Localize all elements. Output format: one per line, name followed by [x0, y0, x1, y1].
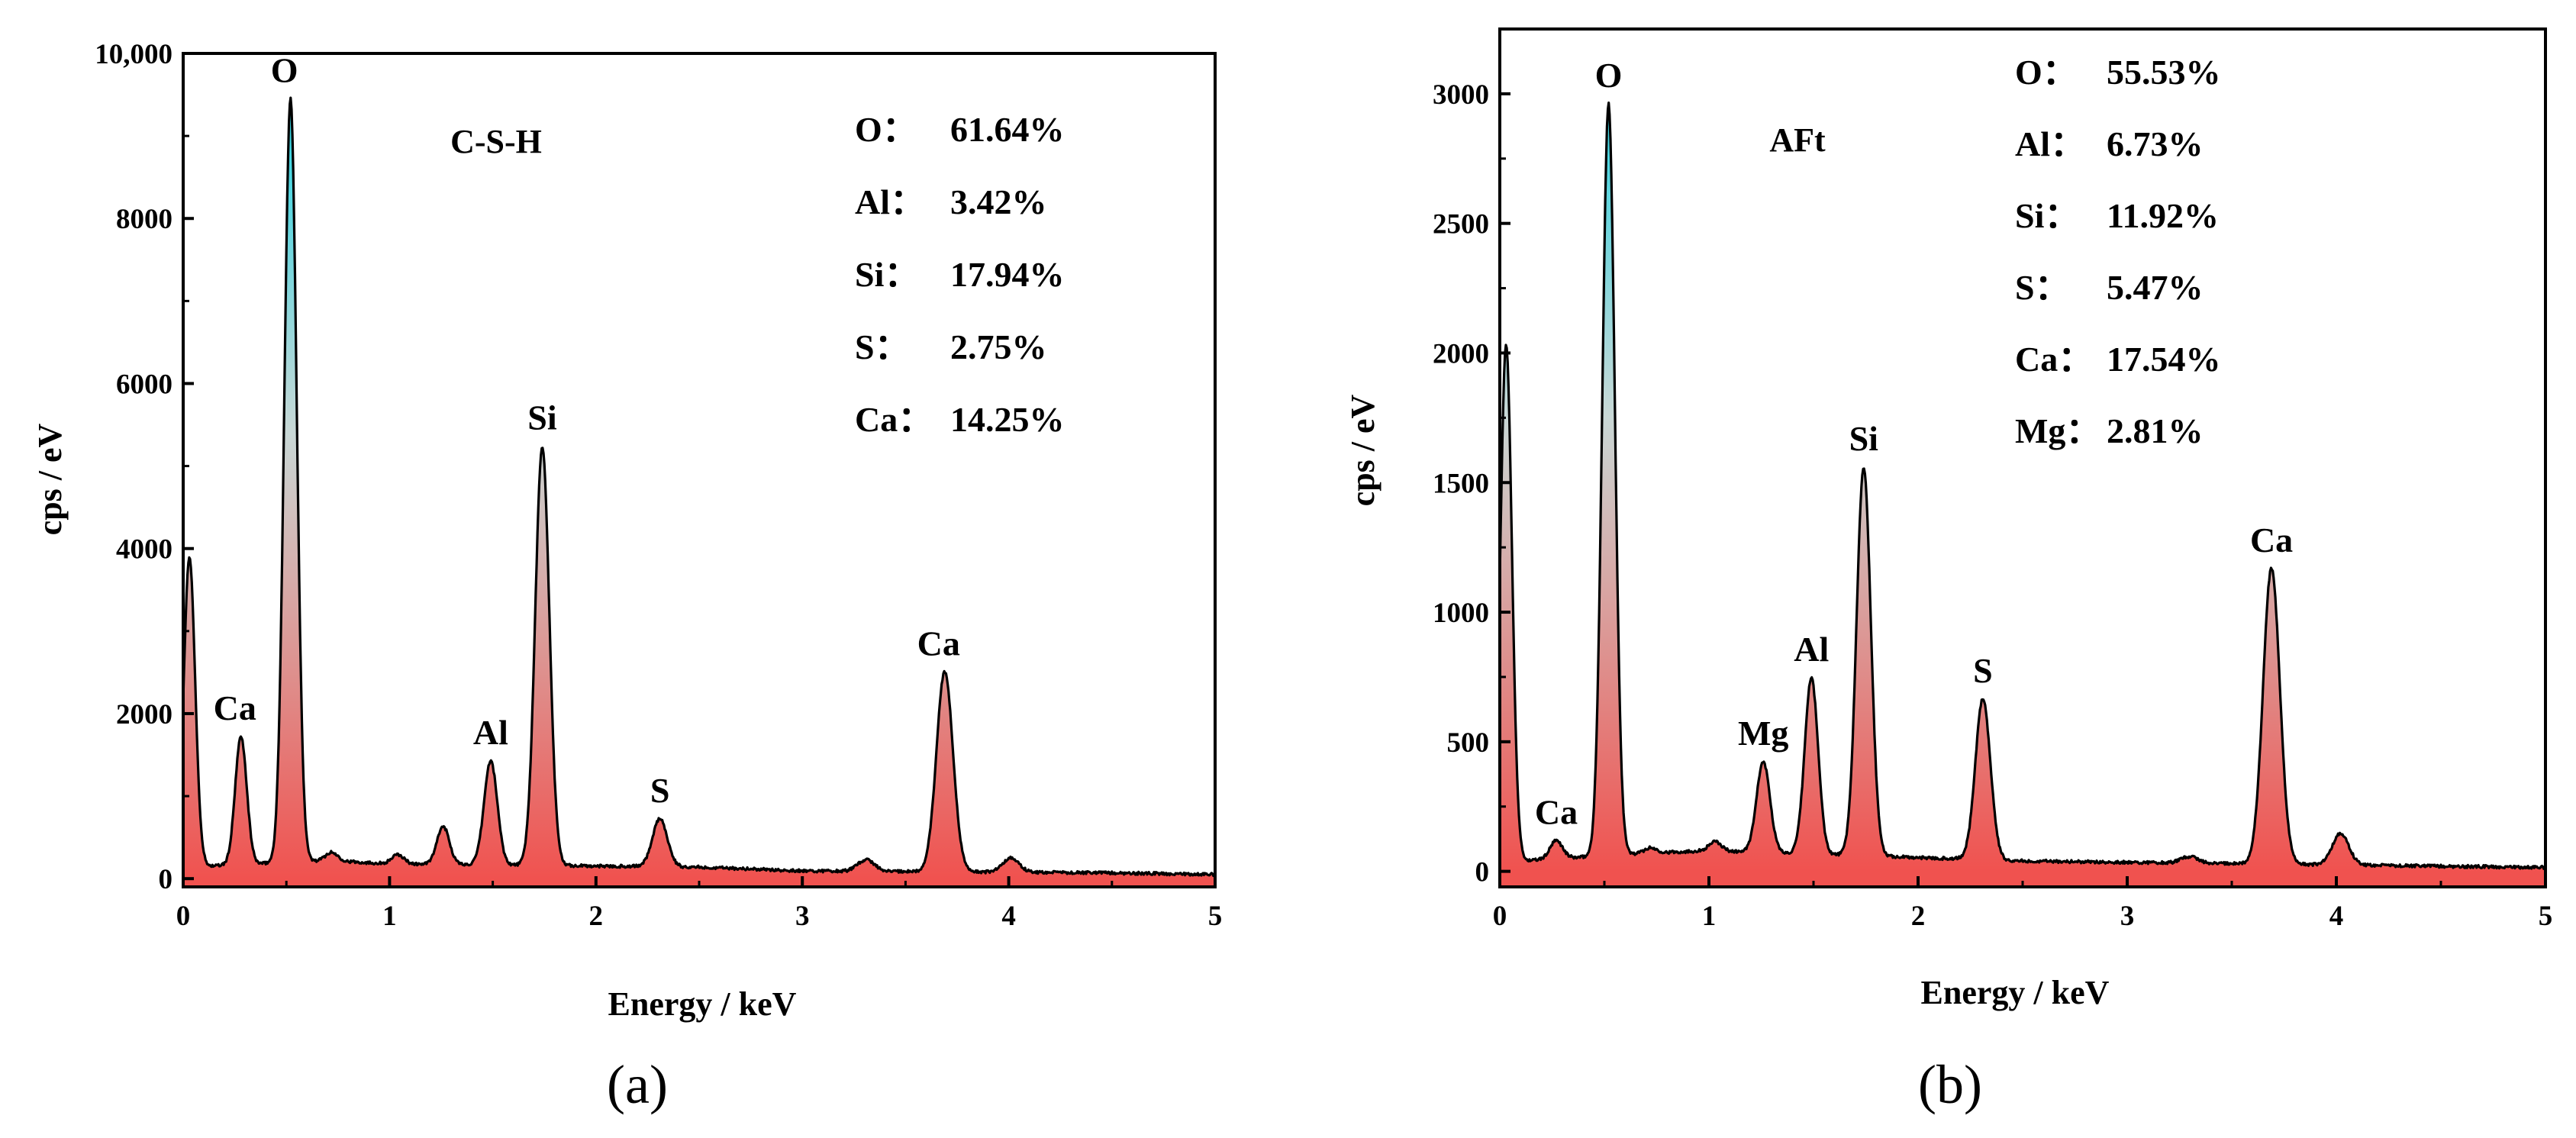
- x-tick-label: 1: [382, 901, 397, 932]
- panel-label-b: (b): [1918, 1054, 1982, 1115]
- composition-value: 3.42%: [950, 182, 1047, 221]
- spectrum-line-b: [1500, 102, 2545, 870]
- composition-value: 14.25%: [950, 400, 1065, 439]
- x-tick-label: 5: [2539, 901, 2553, 932]
- y-axis-title-a: cps / eV: [31, 423, 69, 535]
- spectrum-area-a: [183, 98, 1215, 887]
- y-tick-label: 0: [1475, 857, 1490, 888]
- peak-label: Si: [527, 398, 557, 437]
- y-tick-label: 2000: [116, 699, 172, 730]
- y-tick-label: 1000: [1433, 598, 1489, 629]
- y-tick-label: 0: [159, 864, 173, 895]
- y-tick-label: 8000: [116, 204, 172, 235]
- peak-label: O: [271, 51, 298, 90]
- composition-value: 6.73%: [2107, 124, 2204, 163]
- y-tick-label: 500: [1447, 727, 1490, 759]
- peak-label: S: [1973, 651, 1993, 690]
- composition-element: O：: [2015, 53, 2078, 92]
- y-tick-label: 2500: [1433, 209, 1489, 240]
- x-axis-title-a: Energy / keV: [608, 985, 797, 1023]
- x-tick-label: 0: [176, 901, 191, 932]
- x-axis-ticks-b: 0 1 2 3 4 5: [1493, 876, 2553, 932]
- peak-label: Ca: [2250, 521, 2293, 559]
- composition-element: Ca：: [855, 400, 933, 439]
- peak-label: S: [650, 771, 670, 810]
- composition-value: 17.54%: [2107, 340, 2221, 379]
- x-tick-label: 2: [1911, 901, 1926, 932]
- spectrum-area-b: [1500, 102, 2545, 887]
- y-tick-label: 6000: [116, 369, 172, 400]
- peak-labels-b: Ca O Mg Al Si S Ca: [1535, 56, 2293, 831]
- y-tick-label: 2000: [1433, 338, 1489, 369]
- peak-label: Al: [473, 713, 508, 752]
- peak-label: Mg: [1738, 714, 1788, 753]
- composition-value: 55.53%: [2107, 53, 2221, 92]
- peak-label: Al: [1794, 630, 1829, 669]
- phase-label-a: C-S-H: [450, 123, 542, 160]
- composition-element: S：: [855, 327, 910, 366]
- y-axis-ticks-a: 0 2000 4000 6000 8000 10,000: [95, 39, 194, 895]
- spectrum-line-a: [183, 96, 1215, 878]
- x-tick-label: 5: [1208, 901, 1223, 932]
- y-tick-label: 4000: [116, 534, 172, 566]
- y-tick-label: 10,000: [95, 39, 172, 70]
- y-axis-title-b: cps / eV: [1344, 394, 1381, 506]
- x-tick-label: 3: [795, 901, 810, 932]
- composition-element: Al：: [855, 182, 925, 221]
- y-axis-ticks-b: 0 500 1000 1500 2000 2500 3000: [1433, 79, 1510, 888]
- composition-list-b: O： 55.53% Al： 6.73% Si： 11.92% S： 5.47% Ca： 17.54…: [2015, 53, 2221, 450]
- peak-label: Ca: [1535, 792, 1578, 831]
- panel-label-a: (a): [607, 1054, 668, 1115]
- peak-labels-a: Ca O Al Si S Ca: [214, 51, 960, 810]
- x-tick-label: 1: [1702, 901, 1717, 932]
- peak-label: Ca: [214, 688, 256, 727]
- composition-value: 5.47%: [2107, 268, 2204, 307]
- x-axis-title-b: Energy / keV: [1921, 974, 2110, 1011]
- peak-label: Ca: [917, 624, 960, 663]
- chart-panel-b: 0 1 2 3 4 5 0 500 1000 1500 2000 2500 3000 Ca O Mg Al S…: [1344, 27, 2553, 1115]
- y-tick-label: 3000: [1433, 79, 1489, 111]
- y-tick-label: 1500: [1433, 468, 1489, 499]
- composition-value: 2.75%: [950, 327, 1047, 366]
- x-tick-label: 2: [589, 901, 604, 932]
- composition-element: Si：: [855, 255, 919, 294]
- composition-value: 11.92%: [2107, 196, 2219, 235]
- peak-label: O: [1595, 56, 1623, 95]
- x-tick-label: 3: [2120, 901, 2135, 932]
- composition-value: 17.94%: [950, 255, 1065, 294]
- composition-element: Al：: [2015, 124, 2085, 163]
- composition-value: 61.64%: [950, 110, 1065, 149]
- peak-label: Si: [1849, 419, 1879, 458]
- composition-element: Ca：: [2015, 340, 2093, 379]
- x-tick-label: 4: [1001, 901, 1016, 932]
- x-tick-label: 0: [1493, 901, 1507, 932]
- composition-element: O：: [855, 110, 917, 149]
- composition-element: Si：: [2015, 196, 2079, 235]
- phase-label-b: AFt: [1769, 121, 1826, 159]
- composition-element: S：: [2015, 268, 2070, 307]
- x-axis-ticks-a: 0 1 2 3 4 5: [176, 876, 1223, 932]
- composition-element: Mg：: [2015, 411, 2100, 450]
- plot-frame-a: [182, 52, 1217, 888]
- composition-value: 2.81%: [2107, 411, 2204, 450]
- x-tick-label: 4: [2329, 901, 2344, 932]
- composition-list-a: O： 61.64% Al： 3.42% Si： 17.94% S： 2.75% Ca： 14.25…: [855, 110, 1065, 439]
